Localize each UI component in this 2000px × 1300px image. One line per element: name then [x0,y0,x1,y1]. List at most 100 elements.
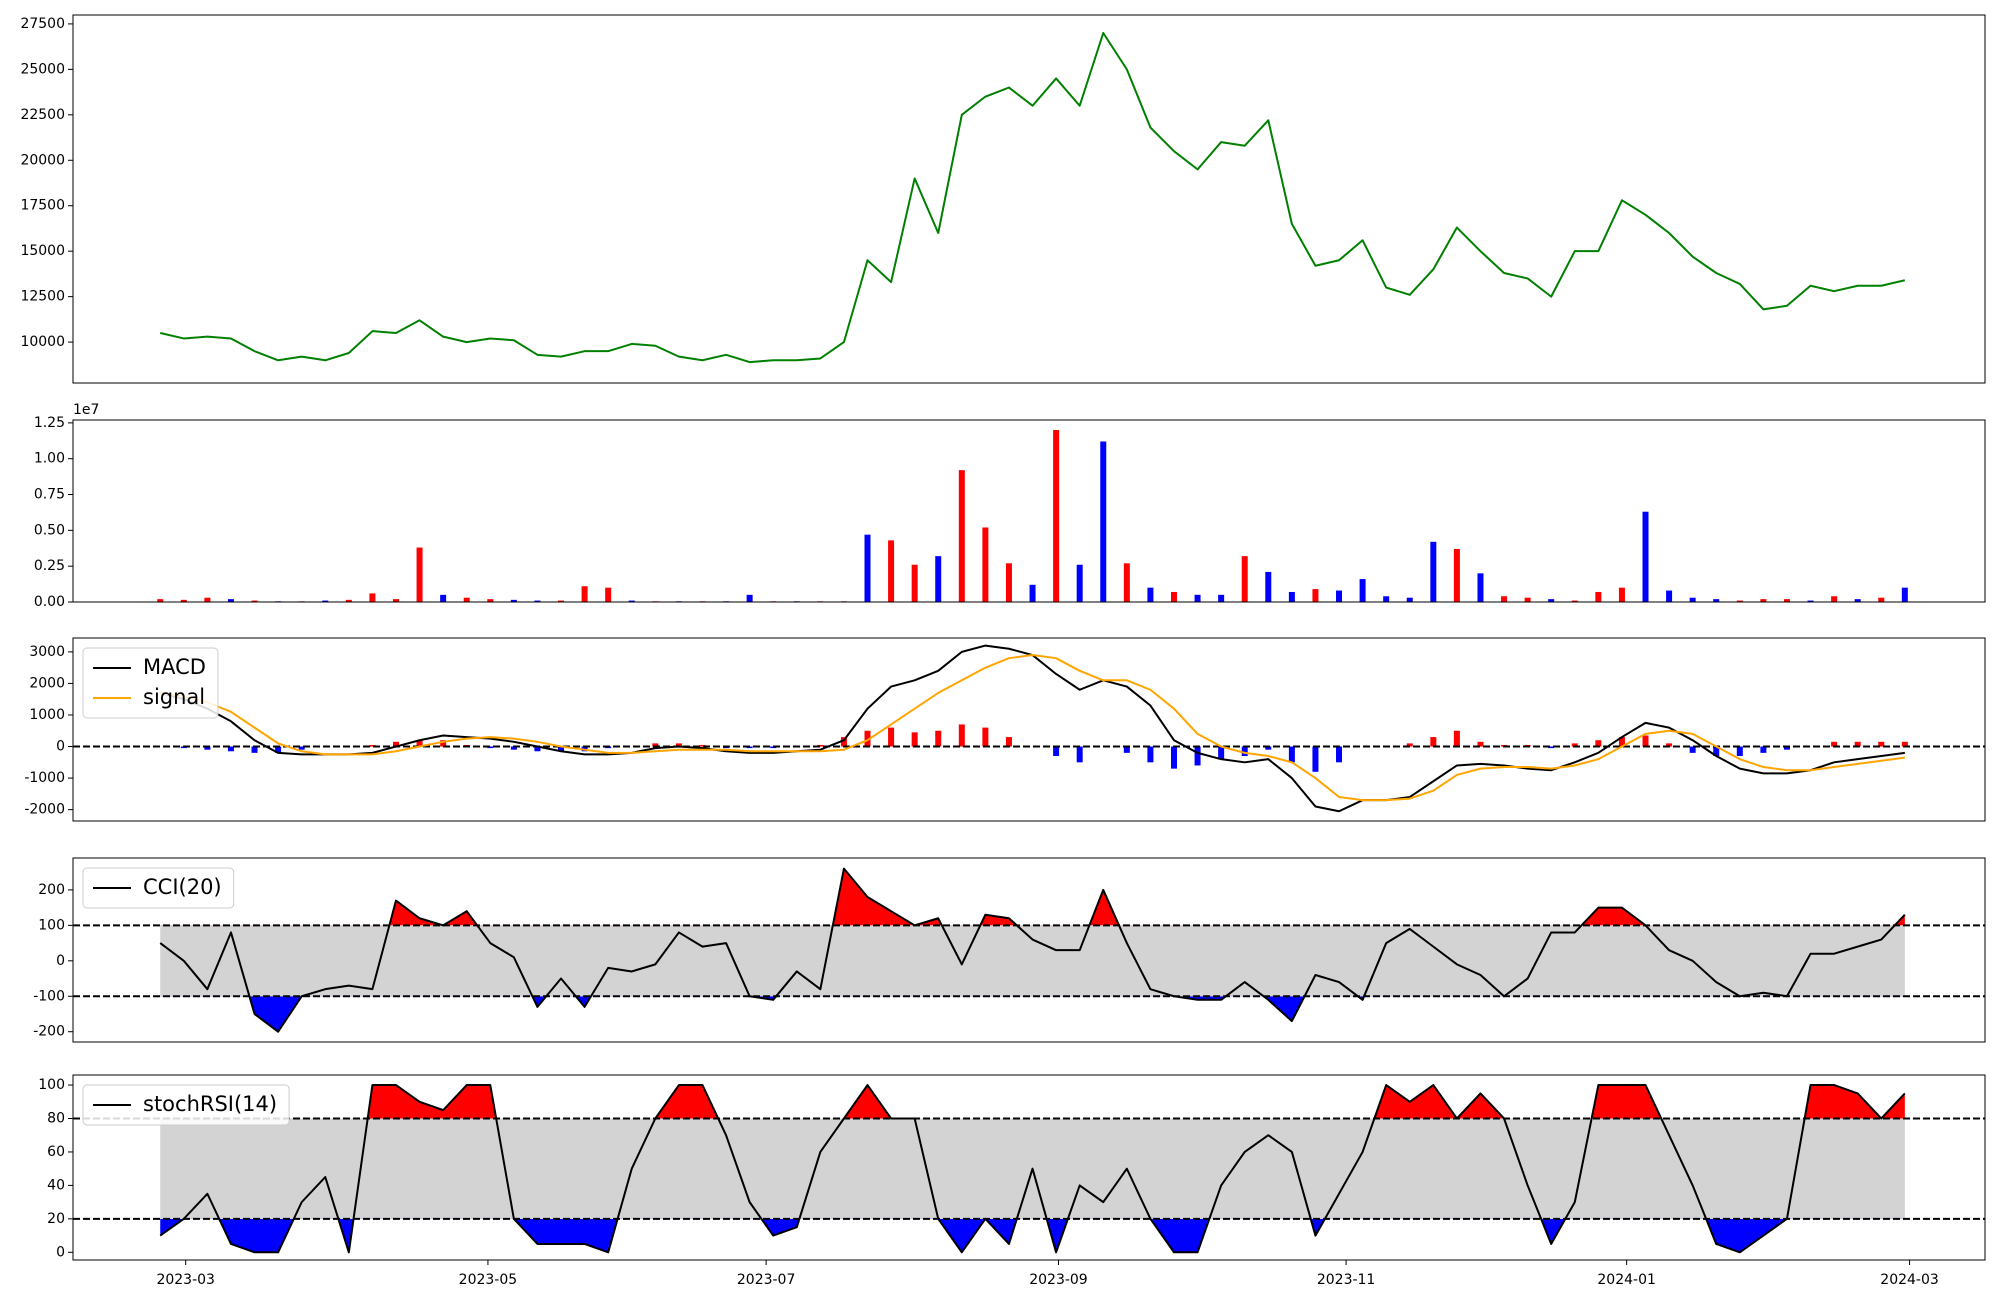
legend-label: stochRSI(14) [143,1092,277,1116]
histogram-bar [1453,730,1460,747]
bar [416,547,423,602]
histogram-bar [510,746,517,750]
histogram-bar [1170,746,1177,769]
bar [1878,597,1885,602]
oversold-fill [160,1218,1905,1253]
bar [369,593,376,602]
plot-frame [72,1074,1986,1261]
histogram-bar [958,724,965,747]
y-tick-label: 3000 [29,644,65,660]
y-tick-label: 200 [38,882,65,898]
y-tick-label: 100 [38,917,65,933]
x-tick-label: 2023-07 [737,1272,796,1288]
bar [1170,591,1177,602]
series-line [159,867,1906,1033]
x-tick-label: 2024-03 [1880,1272,1939,1288]
bar [1076,564,1083,602]
histogram-bar [1642,735,1649,747]
bar [1430,541,1437,602]
bar [463,597,470,602]
bar [1831,596,1838,602]
y-tick-label: 1.00 [34,451,65,467]
histogram-bar [1760,746,1767,753]
y-tick-label: 20 [47,1211,65,1227]
histogram-bar [275,746,282,753]
histogram-bar [1783,746,1790,750]
histogram-bar [1736,746,1743,757]
bar [1666,590,1673,602]
series-line [159,1084,1906,1254]
histogram-bar [840,737,847,747]
panel: 10000 12500 15000 17500 20000 22500 25000 27500 [20,14,1986,384]
histogram-bar [1430,737,1437,747]
bar [204,597,211,602]
histogram-bar [935,730,942,747]
plot-frame [72,14,1986,384]
histogram-bar [534,746,541,752]
y-tick-label: -100 [33,988,65,1004]
histogram-bar [1194,746,1201,766]
y-tick-label: 2000 [29,675,65,691]
bar [1595,591,1602,602]
histogram-bar [982,727,989,747]
histogram-bar [1595,740,1602,747]
histogram-bar [1689,746,1696,753]
bar [227,599,234,602]
overbought-fill [367,1085,1905,1119]
bar [1477,573,1484,602]
histogram-bar [1548,746,1555,749]
bar [1029,584,1036,602]
legend-box [82,647,219,719]
bar [487,599,494,602]
bar [1524,597,1531,602]
bar [1618,587,1625,602]
histogram-bar [1241,746,1248,757]
bar [1689,597,1696,602]
bar [958,470,965,602]
bar [888,540,895,602]
histogram-bar [1053,746,1060,757]
offset-label: 1e7 [73,402,99,418]
histogram-bar [440,740,447,747]
bar [1241,556,1248,602]
y-tick-label: 60 [47,1144,65,1160]
histogram-bar [652,743,659,747]
bar [440,594,447,602]
histogram-bar [1147,746,1154,763]
y-tick-label: 0.00 [34,594,65,610]
y-tick-label: 15000 [20,243,65,259]
histogram-bar [558,746,565,752]
x-tick-label: 2024-01 [1597,1272,1656,1288]
histogram-bar [487,746,494,749]
y-tick-label: 27500 [20,16,65,32]
plot-frame [72,857,1986,1043]
bar [322,600,329,602]
bar [392,599,399,602]
histogram-bar [1218,746,1225,760]
histogram-bar [1123,746,1130,753]
histogram-bar [1288,746,1295,763]
legend-label: signal [143,685,205,709]
series-line [160,32,1906,364]
y-tick-label: -2000 [24,802,65,818]
histogram-bar [864,730,871,747]
bar [581,586,588,602]
bar [1100,441,1107,602]
histogram-bar [369,744,376,747]
bar [1312,589,1319,602]
histogram-bar [1477,741,1484,747]
x-tick-label: 2023-09 [1029,1272,1088,1288]
y-tick-label: 12500 [20,289,65,305]
y-tick-label: 80 [47,1110,65,1126]
panel: 0.00 0.25 0.50 0.75 1.00 1.25 1e7 [34,402,1986,610]
histogram-bar [699,744,706,747]
y-tick-label: 22500 [20,107,65,123]
bar [1760,599,1767,602]
bar [510,599,517,602]
bar [1713,599,1720,602]
histogram-bar [392,741,399,747]
bar [746,594,753,602]
legend-box [82,1084,290,1126]
bar [1453,548,1460,602]
